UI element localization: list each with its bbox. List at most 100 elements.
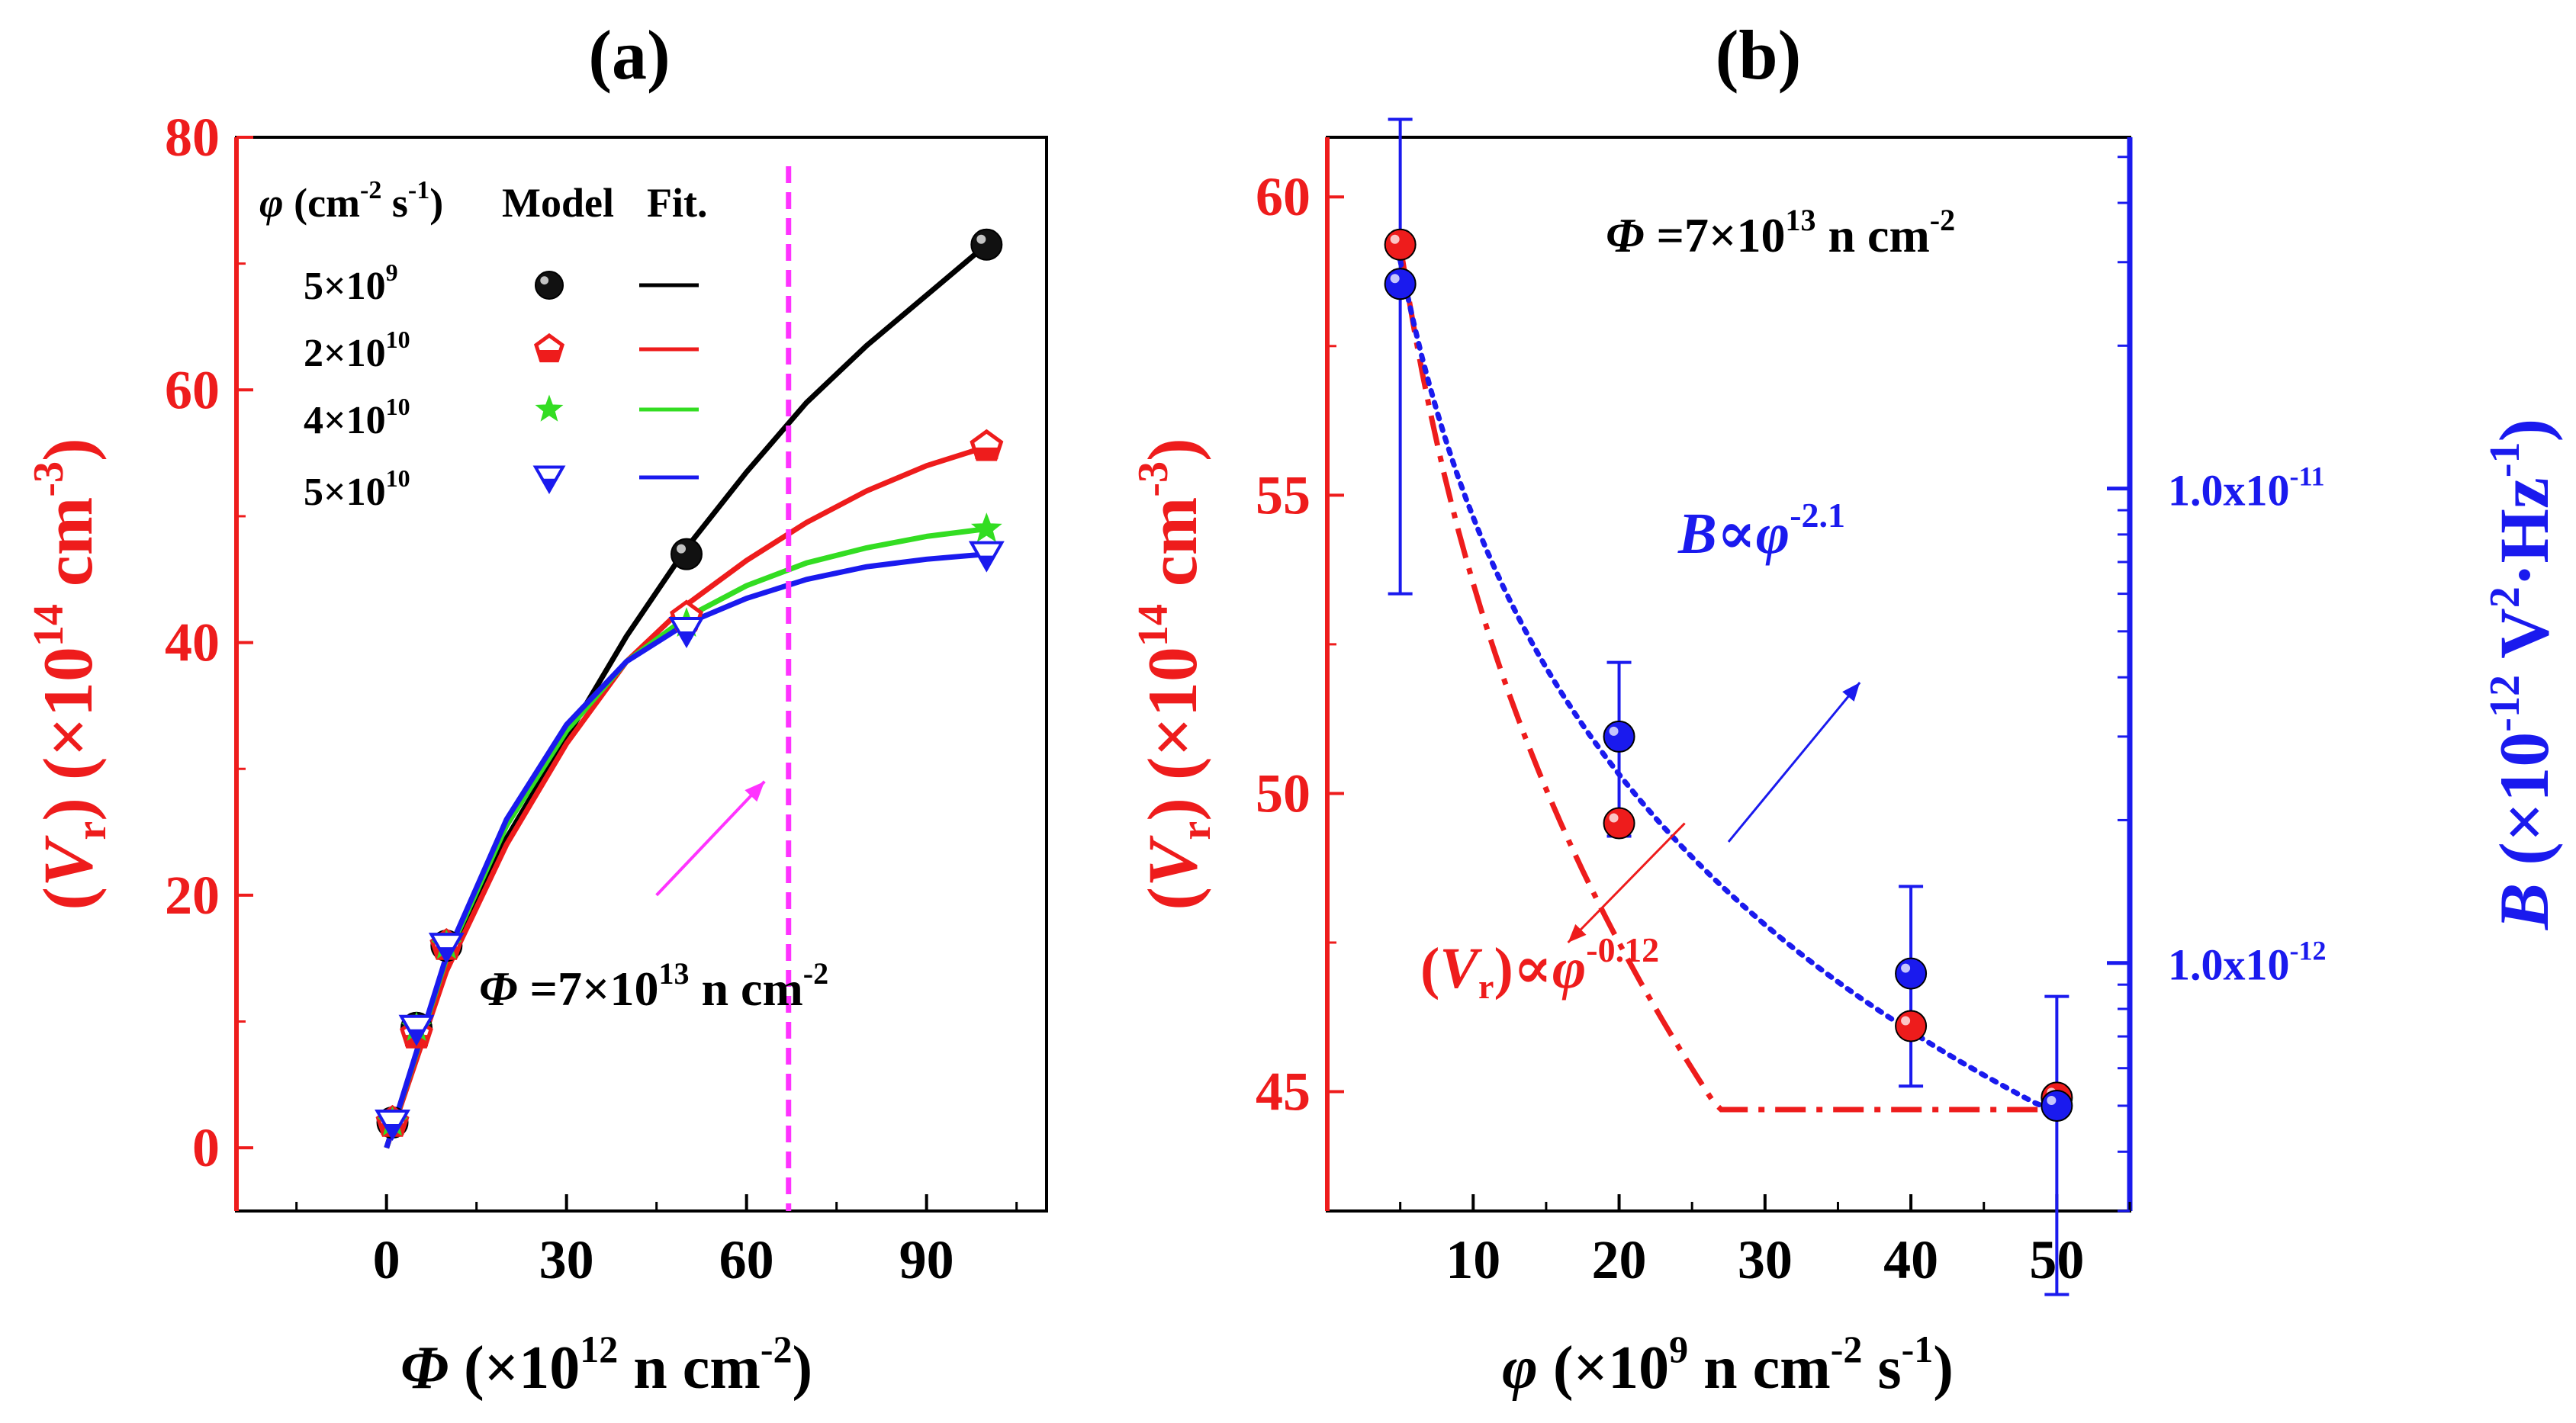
legend-marker: [535, 271, 564, 300]
panel-b-error-bars: [1388, 117, 2069, 1296]
panel-a-x-ticks: [295, 1194, 1018, 1211]
panel-b-left-y-tick-label: 60: [1256, 166, 1311, 227]
panel-b: (b) 10 20 30 40 50 45 50 55 60 1.0x10-12…: [1130, 16, 2563, 1402]
data-point-Vr-highlight: [1609, 813, 1619, 823]
data-point-B-highlight: [1609, 726, 1619, 736]
legend-col-fit: Fit.: [647, 180, 707, 226]
fit-curve-B: [1397, 257, 2060, 1109]
panel-a-legend: φ (cm-2 s-1) Model Fit. 5×109 2×1010 4×1…: [259, 176, 707, 514]
arrow-head: [744, 781, 765, 802]
data-point-Vr: [1384, 228, 1417, 261]
panel-b-right-y-tick-label: 1.0x10-12: [2168, 936, 2327, 990]
panel-b-left-y-tick-label: 45: [1256, 1062, 1311, 1123]
panel-a-y-tick-label: 20: [165, 865, 220, 926]
data-point-highlight: [677, 544, 686, 554]
data-point-B-highlight: [1390, 274, 1400, 284]
panel-a-x-tick-labels: 0 30 60 90: [373, 1229, 954, 1290]
panel-b-left-y-tick-labels: 45 50 55 60: [1256, 166, 1311, 1122]
panel-b-x-tick-label: 30: [1738, 1229, 1793, 1290]
panel-a-y-tick-label: 60: [165, 359, 220, 420]
panel-a-data-markers: [375, 228, 1005, 1142]
panel-b-x-tick-label: 40: [1883, 1229, 1938, 1290]
legend-marker-fill: [539, 350, 560, 361]
panel-a-y-tick-label: 0: [192, 1117, 220, 1178]
data-point-B: [1384, 268, 1417, 300]
fit-curve-Vr: [1397, 244, 2057, 1113]
legend-entry-label: 2×1010: [304, 326, 410, 375]
data-point-Vr-highlight: [1901, 1016, 1911, 1026]
panel-a: (a) 0 30 60 90 0 20 40 60 80 Φ (×1012 n …: [25, 16, 1048, 1402]
panel-b-right-y-tick-labels: 1.0x10-12 1.0x10-11: [2168, 461, 2327, 990]
panel-a-x-tick-label: 60: [719, 1229, 774, 1290]
panel-a-y-tick-label: 80: [165, 107, 220, 168]
arrow-shaft: [655, 780, 766, 897]
panel-a-arrow: [655, 780, 766, 897]
panel-b-plot-frame: [1326, 136, 2131, 1213]
panel-b-fit-curves: [1397, 244, 2060, 1113]
data-point-B-highlight: [2047, 1095, 2057, 1105]
panel-a-x-tick-label: 0: [373, 1229, 400, 1290]
panel-b-left-y-tick-label: 55: [1256, 464, 1311, 525]
data-point: [970, 228, 1003, 261]
legend-entry-label: 5×109: [304, 259, 398, 308]
legend-marker: [535, 394, 564, 422]
panel-b-right-y-tick-label: 1.0x10-11: [2168, 461, 2325, 516]
data-point-B-highlight: [1901, 963, 1911, 973]
panel-b-left-y-axis-label: (Vr) (×1014 cm-3): [1130, 438, 1220, 910]
panel-b-annotation-B-power-law: B∝φ-2.1: [1677, 496, 1845, 566]
data-point: [671, 538, 703, 570]
legend-marker-highlight: [540, 276, 549, 285]
panel-b-right-y-axis-label: B (×10-12 V2·Hz-1): [2481, 419, 2563, 930]
panel-b-right-y-ticks: [2107, 156, 2130, 1213]
panel-b-left-y-tick-label: 50: [1256, 763, 1311, 824]
data-point-B: [2041, 1089, 2073, 1122]
data-point-fill: [979, 555, 995, 569]
panel-a-x-tick-label: 90: [899, 1229, 954, 1290]
data-point-highlight: [976, 234, 986, 244]
panel-a-annotation: Φ =7×1013 n cm-2: [479, 956, 828, 1016]
panel-a-x-axis-label: Φ (×1012 n cm-2): [400, 1328, 812, 1402]
panel-a-x-tick-label: 30: [539, 1229, 594, 1290]
arrow-Vr-shaft: [1567, 822, 1686, 944]
data-point-B: [1895, 957, 1928, 990]
panel-b-left-y-ticks: [1327, 195, 1344, 1094]
panel-b-annotation-Vr-power-law: (Vr)∝φ-0.12: [1420, 930, 1659, 1006]
data-point: [970, 512, 1002, 542]
panel-b-x-ticks: [1399, 1194, 2131, 1211]
arrow-B-shaft: [1727, 682, 1861, 843]
data-point-Vr: [1603, 807, 1635, 840]
panel-b-x-tick-labels: 10 20 30 40 50: [1446, 1229, 2084, 1290]
panel-b-data-markers: [1384, 228, 2073, 1122]
data-point-fill: [679, 631, 694, 645]
panel-a-y-ticks: [236, 136, 253, 1150]
panel-b-arrows: [1567, 682, 1861, 944]
legend-entry-label: 5×1010: [304, 464, 410, 514]
data-point-Vr: [1895, 1010, 1928, 1042]
panel-b-x-tick-label: 10: [1446, 1229, 1500, 1290]
panel-b-x-tick-label: 20: [1592, 1229, 1647, 1290]
panel-a-label: (a): [588, 16, 670, 94]
data-point-fill: [439, 947, 455, 961]
panel-a-y-tick-label: 40: [165, 612, 220, 673]
legend-col-model: Model: [502, 180, 614, 226]
panel-b-label: (b): [1716, 16, 1801, 94]
legend-lines: [639, 283, 699, 480]
legend-entry-label: 4×1010: [304, 393, 410, 442]
data-point-Vr-highlight: [1390, 234, 1400, 244]
data-point-fill: [409, 1029, 424, 1042]
panel-a-y-tick-labels: 0 20 40 60 80: [165, 107, 220, 1178]
panel-b-x-axis-label: φ (×109 n cm-2 s-1): [1502, 1328, 1954, 1402]
data-point-fill: [384, 1124, 400, 1138]
data-point-fill: [975, 447, 999, 459]
legend-header: φ (cm-2 s-1): [259, 176, 443, 226]
data-point-B: [1603, 720, 1635, 753]
fit-curve-5×10^9: [384, 243, 989, 1149]
panel-a-fit-curves: [384, 243, 989, 1149]
legend-markers: [532, 271, 566, 495]
panel-a-y-axis-label: (Vr) (×1014 cm-3): [25, 438, 115, 910]
panel-b-annotation-fluence: Φ =7×1013 n cm-2: [1606, 203, 1955, 262]
arrow-Vr-head: [1568, 924, 1587, 943]
arrow-B-head: [1842, 682, 1860, 702]
legend-marker-fill: [542, 478, 556, 491]
